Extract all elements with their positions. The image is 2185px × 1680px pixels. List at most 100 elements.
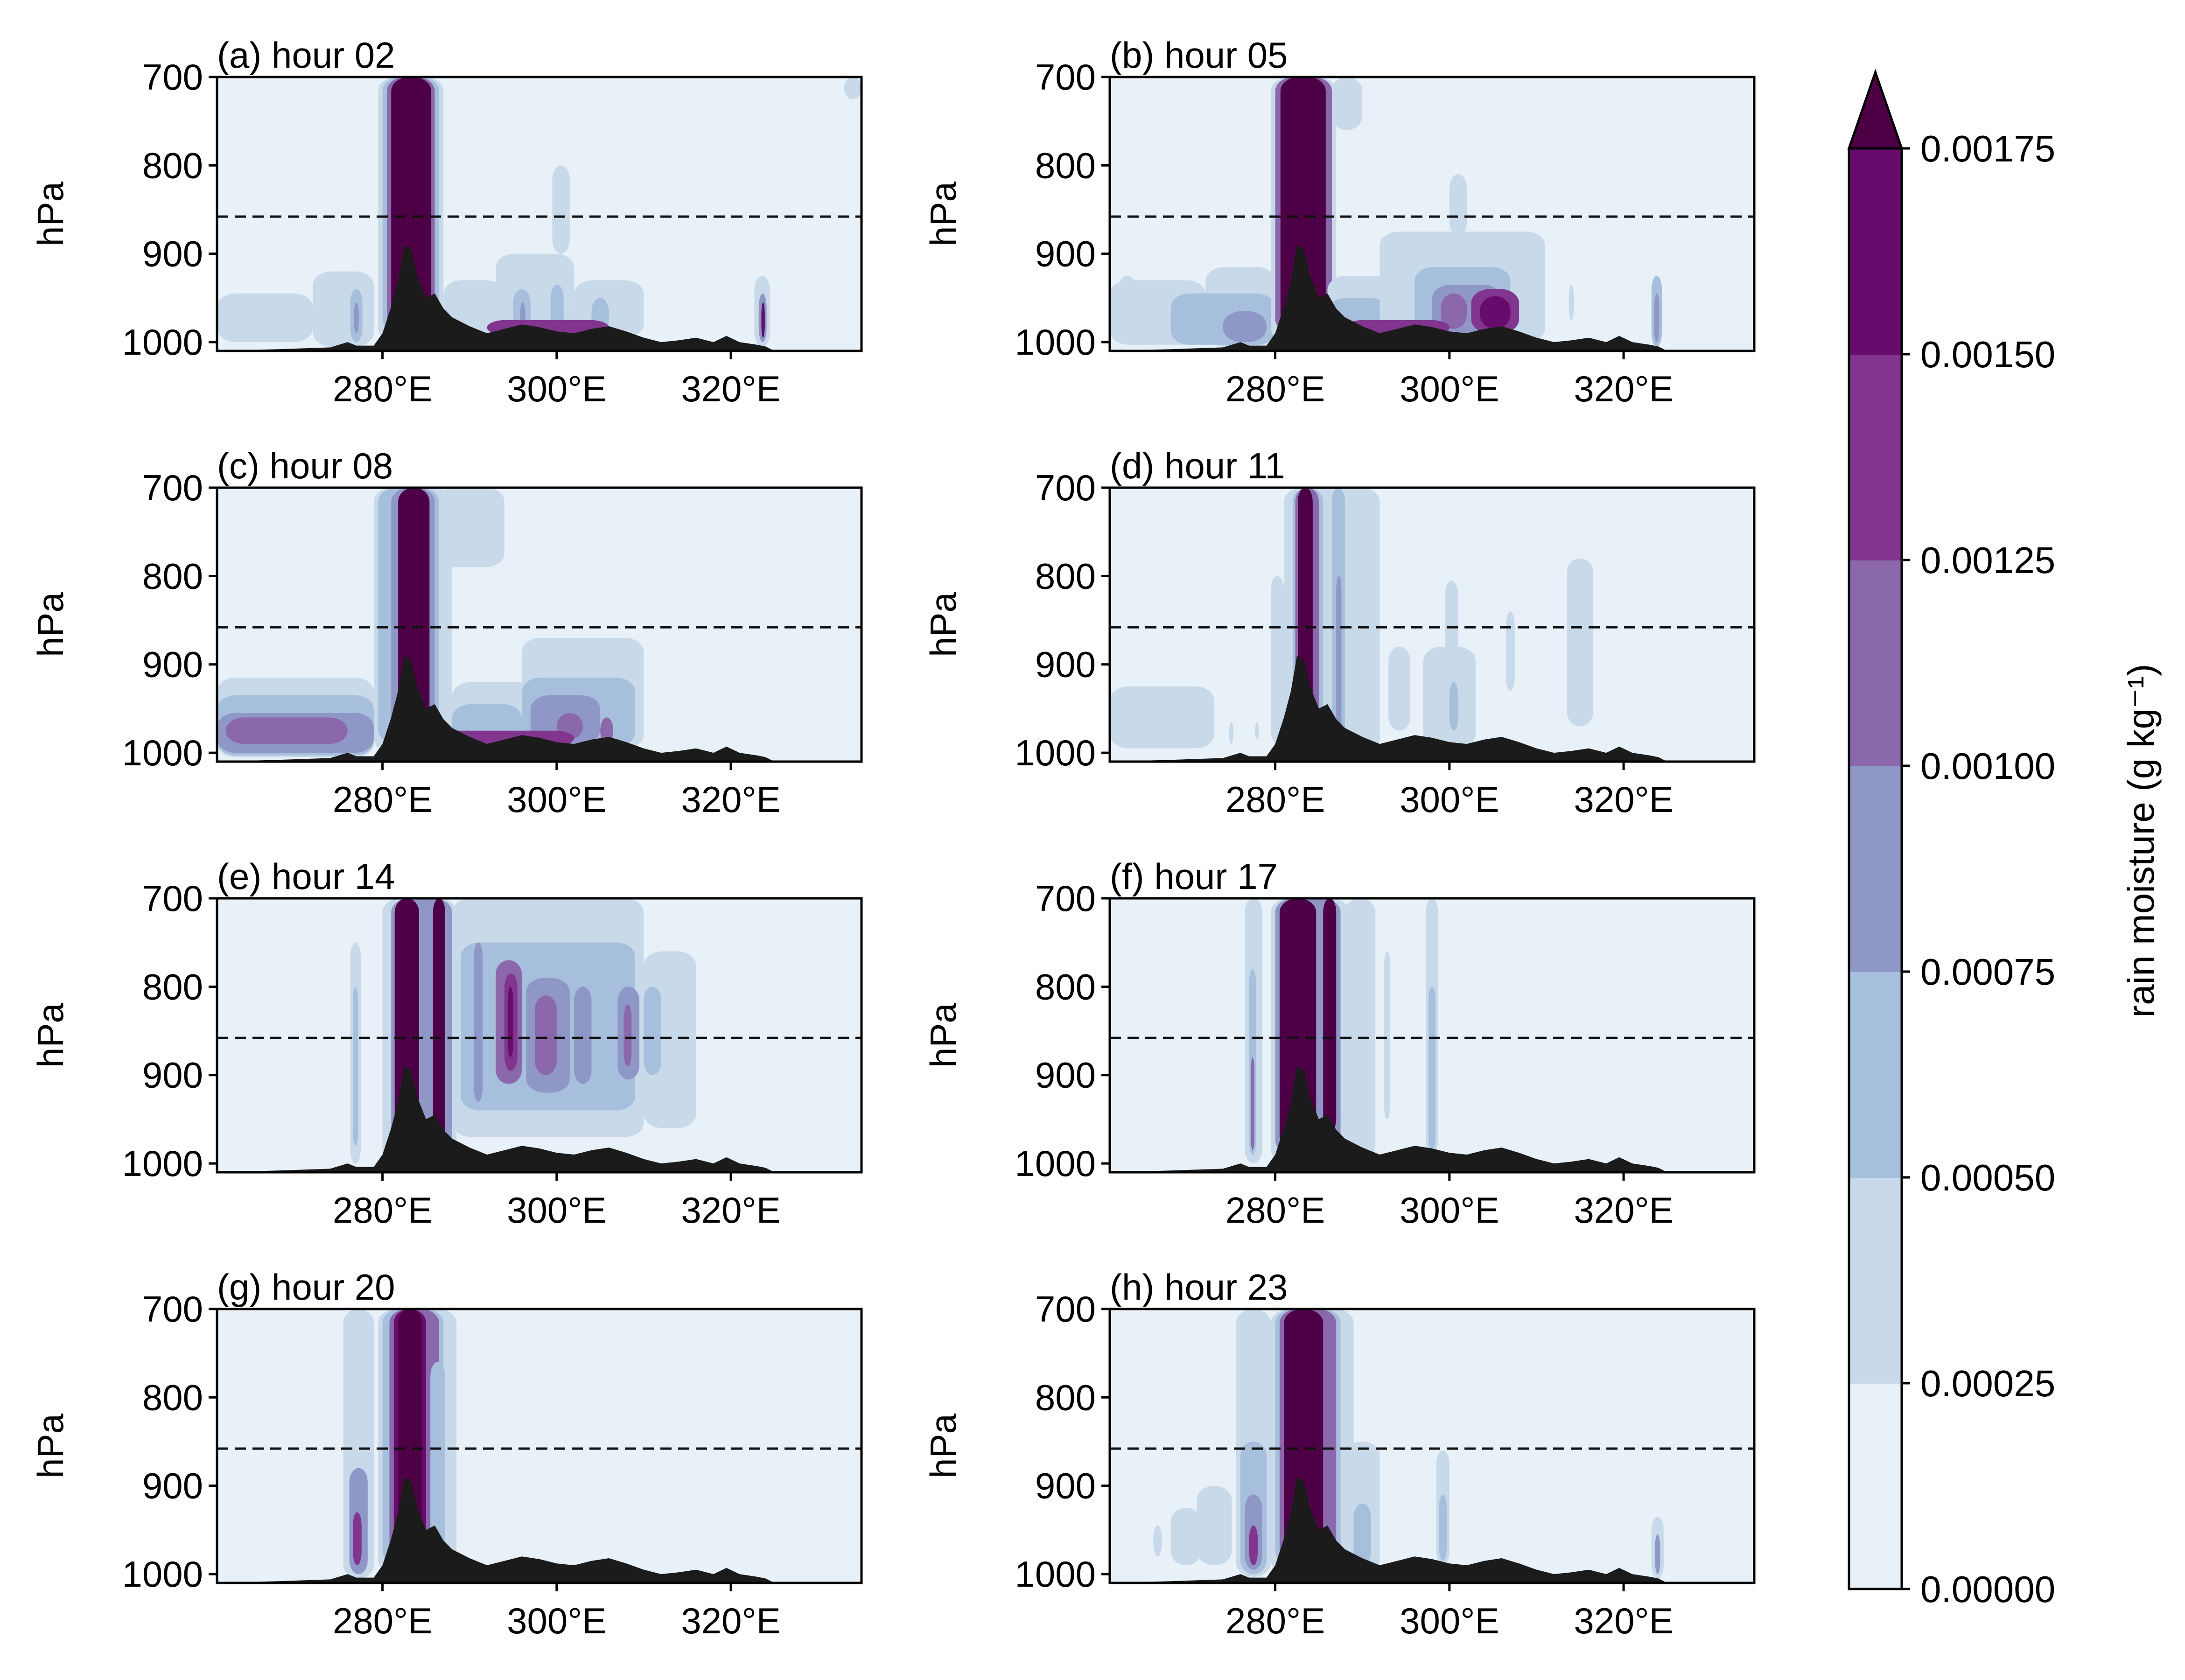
x-tick-label: 320°E	[1574, 368, 1673, 409]
x-tick-label: 320°E	[1574, 1600, 1673, 1641]
y-tick-label: 900	[142, 1055, 203, 1096]
x-tick-label: 320°E	[1574, 1190, 1673, 1231]
colorbar-tick-label: 0.00175	[1920, 128, 2055, 169]
contour-region	[433, 898, 445, 1150]
panel-c-plot-area	[217, 488, 861, 762]
panel-frame	[216, 486, 863, 763]
panel-title: (b) hour 05	[1110, 35, 1288, 76]
y-tick-label: 800	[1035, 966, 1096, 1007]
y-axis-label: hPa	[923, 1002, 964, 1067]
panel-frame	[1108, 897, 1756, 1174]
colorbar-band	[1849, 148, 1902, 355]
panel-f: 700 800 900 1000 280°E 300°E 320°E hPa (f) hour …	[923, 856, 1756, 1231]
contour-region	[1345, 898, 1376, 1159]
y-tick-label: 700	[142, 467, 203, 508]
colorbar-band	[1849, 972, 1902, 1178]
contour-region	[1271, 576, 1284, 744]
y-axis-label: hPa	[923, 1413, 964, 1478]
x-tick-label: 320°E	[681, 368, 780, 409]
panel-frame	[1108, 486, 1756, 763]
y-tick-label: 1000	[1015, 1554, 1096, 1595]
y-tick-label: 700	[1035, 878, 1096, 919]
contour-region	[443, 280, 504, 334]
y-tick-label: 700	[1035, 1288, 1096, 1330]
panel-title: (a) hour 02	[217, 35, 395, 76]
x-tick-label: 300°E	[507, 1190, 606, 1231]
y-tick-label: 900	[142, 1465, 203, 1506]
panel-a: 700 800 900 1000 280°E 300°E 320°E hPa (a) hour …	[30, 35, 863, 409]
contour-region	[552, 165, 570, 254]
x-tick-label: 320°E	[681, 779, 780, 820]
x-tick-label: 280°E	[1226, 1600, 1325, 1641]
colorbar-tick-label: 0.00050	[1920, 1157, 2055, 1198]
colorbar-label: rain moisture (g kg⁻¹)	[2120, 664, 2162, 1018]
x-tick-label: 300°E	[507, 368, 606, 409]
contour-region	[1353, 1503, 1371, 1566]
contour-region	[225, 717, 348, 744]
y-axis-label: hPa	[30, 1002, 71, 1067]
contour-region	[1445, 580, 1458, 656]
x-tick-label: 280°E	[1226, 779, 1325, 820]
contour-region	[1170, 1508, 1201, 1566]
contour-region	[574, 987, 592, 1084]
y-axis-label: hPa	[30, 592, 71, 657]
y-tick-label: 1000	[1015, 322, 1096, 363]
panel-title: (g) hour 20	[217, 1267, 395, 1308]
contour-region	[1197, 1485, 1232, 1566]
contour-region	[1655, 1534, 1660, 1575]
y-tick-label: 900	[1035, 233, 1096, 274]
contour-region	[1449, 682, 1458, 731]
y-tick-label: 800	[142, 1377, 203, 1418]
y-tick-label: 700	[142, 878, 203, 919]
panel-h: 700 800 900 1000 280°E 300°E 320°E hPa (h) hour …	[923, 1267, 1756, 1641]
panel-title: (e) hour 14	[217, 856, 395, 897]
colorbar: 0.00000 0.00025 0.00050 0.00075 0.00100 0.001…	[1847, 69, 2162, 1610]
contour-region	[430, 1362, 445, 1566]
y-tick-label: 1000	[1015, 1143, 1096, 1184]
y-tick-label: 1000	[122, 322, 203, 363]
y-tick-label: 800	[142, 966, 203, 1007]
x-tick-label: 280°E	[333, 368, 432, 409]
x-tick-label: 300°E	[1400, 1600, 1499, 1641]
contour-region	[623, 1004, 632, 1066]
terrain-silhouette	[1110, 245, 1754, 351]
contour-region	[1429, 987, 1436, 1150]
panel-title: (c) hour 08	[217, 445, 393, 486]
contour-region	[217, 293, 313, 343]
contour-region	[1362, 488, 1371, 612]
x-tick-label: 300°E	[507, 1600, 606, 1641]
contour-region	[1480, 296, 1511, 329]
y-axis-label: hPa	[923, 181, 964, 246]
panel-title: (f) hour 17	[1110, 856, 1278, 897]
panel-b: 700 800 900 1000 280°E 300°E 320°E hPa (b) hour …	[923, 35, 1756, 409]
y-axis-label: hPa	[30, 1413, 71, 1478]
x-tick-label: 280°E	[333, 1600, 432, 1641]
panel-title: (h) hour 23	[1110, 1267, 1288, 1308]
y-tick-label: 1000	[122, 1143, 203, 1184]
contour-region	[353, 1512, 362, 1566]
contour-region	[1118, 276, 1136, 302]
contour-region	[1439, 1494, 1447, 1561]
panel-background	[217, 1309, 861, 1583]
x-tick-label: 300°E	[507, 779, 606, 820]
contour-region	[1331, 77, 1363, 130]
x-tick-label: 280°E	[333, 779, 432, 820]
y-tick-label: 900	[142, 233, 203, 274]
panel-e-plot-area	[217, 898, 861, 1172]
y-tick-label: 800	[1035, 145, 1096, 186]
panel-b-plot-area	[1110, 77, 1754, 351]
panel-g-plot-area	[217, 1309, 861, 1583]
panel-a-plot-area	[217, 77, 861, 351]
panel-frame	[1108, 1308, 1756, 1584]
panel-e: 700 800 900 1000 280°E 300°E 320°E hPa (e) hour …	[30, 856, 863, 1231]
contour-region	[1388, 646, 1410, 731]
colorbar-band	[1849, 560, 1902, 766]
colorbar-tick-label: 0.00100	[1920, 745, 2055, 787]
colorbar-band	[1849, 1383, 1902, 1589]
x-tick-label: 320°E	[1574, 779, 1673, 820]
terrain-silhouette	[217, 1066, 861, 1172]
y-tick-label: 900	[1035, 1055, 1096, 1096]
contour-region	[434, 488, 504, 567]
contour-region	[1251, 1057, 1254, 1150]
terrain-silhouette	[217, 245, 861, 351]
